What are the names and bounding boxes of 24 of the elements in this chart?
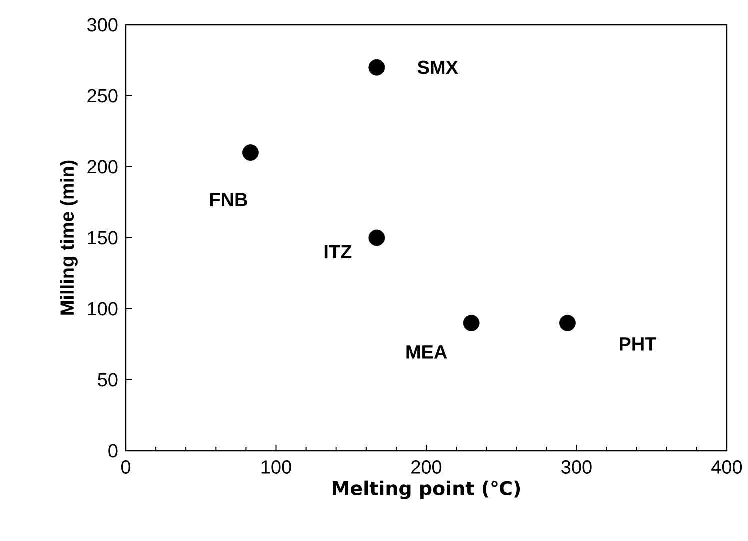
- y-tick-label: 300: [87, 18, 118, 32]
- y-tick-label: 100: [88, 302, 118, 316]
- annotation: SMX: [418, 60, 458, 74]
- point: [242, 144, 259, 161]
- point: [560, 314, 576, 332]
- y-tick-label: 200: [88, 160, 118, 174]
- x-tick-label: 300: [562, 460, 592, 474]
- annotation: PHT: [620, 338, 657, 351]
- y-tick-label: 250: [88, 89, 118, 103]
- y-tick-label: 0: [108, 444, 118, 458]
- x-tick-label: 200: [412, 460, 442, 474]
- point: [368, 59, 386, 76]
- y-axis-title: Milling time (min): [60, 160, 78, 315]
- x-axis-title: Melting point (℃): [333, 480, 520, 500]
- point: [368, 230, 386, 246]
- y-tick-label: 150: [88, 231, 118, 245]
- point: [463, 314, 480, 332]
- annotation: MEA: [406, 346, 448, 359]
- annotation: ITZ: [324, 245, 352, 259]
- y-tick-label: 50: [98, 373, 118, 387]
- x-tick-label: 100: [262, 460, 292, 474]
- x-tick-label: 400: [712, 460, 742, 474]
- x-tick-label: 0: [121, 460, 131, 474]
- annotation: FNB: [210, 193, 248, 206]
